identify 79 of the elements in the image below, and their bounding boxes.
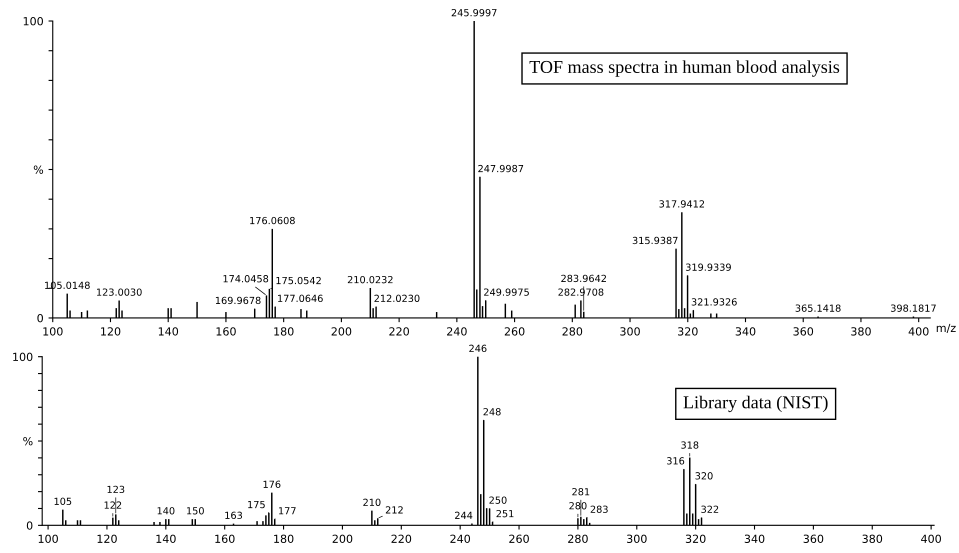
annotation: 105 xyxy=(54,498,72,506)
x-tick-label: 320 xyxy=(678,327,698,336)
x-tick-label: 160 xyxy=(216,327,236,336)
annotation: 316 xyxy=(667,457,684,465)
x-tick-label: 320 xyxy=(686,534,706,543)
annotation: 320 xyxy=(695,472,713,480)
annotation: 322 xyxy=(701,506,718,513)
x-tick-label: 400 xyxy=(921,534,941,543)
x-tick-label: 280 xyxy=(562,327,582,336)
annotation: 248 xyxy=(483,408,501,416)
text: Library data (NIST) xyxy=(684,396,828,412)
annotation: 123 xyxy=(108,486,124,494)
text: TOF mass spectra in human blood analysis xyxy=(530,60,840,77)
annotation: 212 xyxy=(386,506,403,514)
x-tick-label: 380 xyxy=(851,327,871,336)
y-tick-label: 0 xyxy=(37,314,43,322)
x-tick-label: 220 xyxy=(392,534,412,543)
annotation: 177.0646 xyxy=(278,294,323,302)
x-tick-label: 240 xyxy=(450,534,470,543)
x-tick-label: 360 xyxy=(804,534,824,543)
annotation: 163 xyxy=(225,512,242,519)
y-tick-label: 100 xyxy=(13,352,32,362)
x-tick-label: 200 xyxy=(332,534,352,543)
annotation: 210 xyxy=(363,498,380,506)
y-tick-label: % xyxy=(34,165,44,174)
x-tick-label: 140 xyxy=(158,327,178,336)
x-tick-label: 180 xyxy=(274,327,294,336)
annotation: 174.0458 xyxy=(224,275,268,282)
x-tick-label: 140 xyxy=(156,534,176,543)
annotation: 321.9326 xyxy=(692,298,737,306)
annotation: 319.9339 xyxy=(686,263,731,271)
annotation: 318 xyxy=(681,441,698,449)
x-axis-title: m/z xyxy=(936,324,956,334)
annotation: 123.0030 xyxy=(97,288,142,296)
annotation: 177 xyxy=(279,507,296,514)
x-tick-label: 300 xyxy=(627,534,647,543)
annotation: 140 xyxy=(158,507,174,514)
annotation: 251 xyxy=(496,510,514,518)
annotation: 244 xyxy=(455,512,472,519)
annotation: 176.0608 xyxy=(250,216,295,224)
x-tick-label: 340 xyxy=(744,534,764,543)
y-tick-label: % xyxy=(23,436,33,446)
x-tick-label: 220 xyxy=(389,327,409,336)
x-tick-label: 100 xyxy=(43,327,63,336)
annotation: 175 xyxy=(248,500,265,508)
annotation: 315.9387 xyxy=(632,236,678,244)
x-tick-label: 380 xyxy=(862,534,882,543)
y-tick-label: 0 xyxy=(26,521,32,530)
annotation: 283.9642 xyxy=(561,274,606,282)
annotation: 250 xyxy=(489,496,507,504)
annotation: 212.0230 xyxy=(374,294,420,302)
annotation: 283 xyxy=(590,506,608,513)
x-tick-label: 180 xyxy=(274,534,294,543)
annotation: 150 xyxy=(187,507,204,514)
annotation: 247.9987 xyxy=(478,164,524,172)
annotation: 210.0232 xyxy=(348,276,393,284)
x-tick-label: 200 xyxy=(332,327,352,336)
x-tick-label: 160 xyxy=(215,534,235,543)
x-tick-label: 300 xyxy=(620,327,640,336)
annotation: 317.9412 xyxy=(659,200,704,208)
x-tick-label: 120 xyxy=(101,327,120,336)
annotation: 246 xyxy=(469,344,486,352)
x-tick-label: 120 xyxy=(98,534,117,543)
x-tick-label: 240 xyxy=(447,327,467,336)
annotation: 245.9997 xyxy=(452,9,497,16)
x-tick-label: 340 xyxy=(736,327,756,336)
x-tick-label: 260 xyxy=(509,534,529,543)
x-tick-label: 260 xyxy=(504,327,524,336)
x-tick-label: 280 xyxy=(568,534,588,543)
x-tick-label: 360 xyxy=(793,327,814,336)
annotation: 398.1817 xyxy=(890,304,936,312)
annotation: 176 xyxy=(264,480,280,488)
y-tick-label: 100 xyxy=(24,16,43,26)
annotation: 249.9975 xyxy=(484,288,529,296)
annotation: 281 xyxy=(572,488,590,496)
x-tick-label: 400 xyxy=(908,327,929,336)
annotation: 169.9678 xyxy=(216,296,261,304)
annotation: 175.0542 xyxy=(276,276,321,284)
annotation: 365.1418 xyxy=(796,304,841,312)
